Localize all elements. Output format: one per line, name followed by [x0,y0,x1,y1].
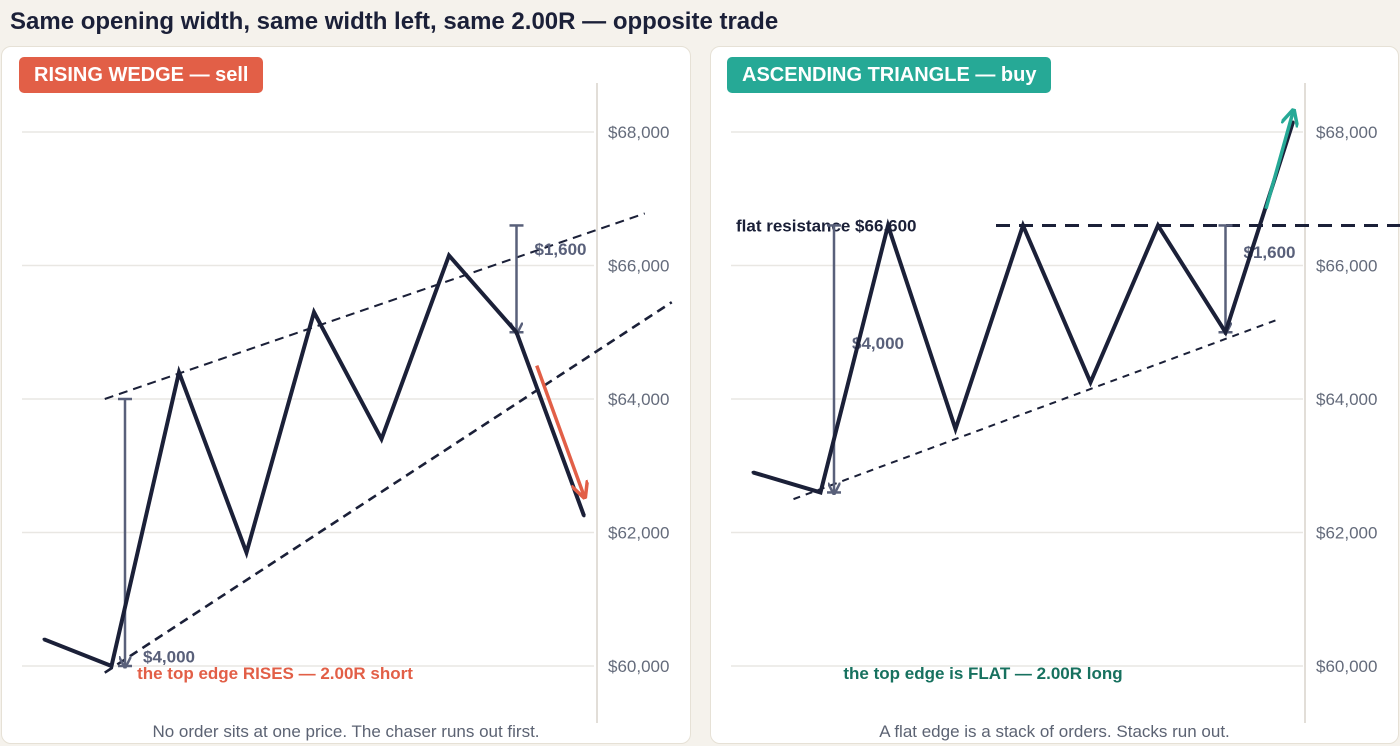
page-title: Same opening width, same width left, sam… [10,8,779,35]
y-tick-label: $66,000 [608,257,669,276]
breakout-arrow [535,365,584,496]
measure-label: $1,600 [535,240,587,259]
panel-caption: No order sits at one price. The chaser r… [152,722,540,741]
price-point [312,310,316,314]
measure-label: $4,000 [143,648,195,667]
price-point [751,470,755,474]
price-point [177,370,181,374]
price-point [447,253,451,257]
y-tick-label: $68,000 [1316,123,1377,142]
chart-annotation: the top edge is FLAT — 2.00R long [843,664,1122,683]
panel-badge-buy: ASCENDING TRIANGLE — buy [727,57,1052,93]
panel-caption: A flat edge is a stack of orders. Stacks… [879,722,1230,741]
resistance-label: flat resistance $66,600 [736,216,917,235]
panel-rising-wedge: $60,000 $62,000 $64,000 $66,000 $68,000 $4,00… [1,46,691,744]
price-point [42,637,46,641]
price-point [819,490,822,494]
price-point [1224,330,1227,334]
price-point [110,664,113,668]
y-tick-label: $64,000 [608,390,669,409]
resistance-label-bg [733,213,951,238]
y-tick-label: $60,000 [608,657,669,676]
price-point [886,223,890,227]
trendline-support [793,317,1280,501]
y-tick-label: $62,000 [608,524,669,543]
y-tick-label: $66,000 [1316,257,1377,276]
chart-annotation: the top edge RISES — 2.00R short [137,664,413,683]
measure-label: $1,600 [1244,243,1296,262]
price-point [380,437,383,441]
ascending-triangle-chart: $60,000 $62,000 $64,000 $66,000 $68,000 flat … [731,83,1400,723]
panel-badge-sell: RISING WEDGE — sell [19,57,264,93]
y-tick-label: $60,000 [1316,657,1377,676]
rising-wedge-chart: $60,000 $62,000 $64,000 $66,000 $68,000 $4,00… [22,83,673,723]
measure-label: $4,000 [852,334,904,353]
breakout-arrow [1264,112,1293,210]
price-point [582,514,586,518]
y-tick-label: $64,000 [1316,390,1377,409]
y-tick-label: $62,000 [1316,524,1377,543]
price-point [954,427,957,431]
price-point [1089,380,1092,384]
y-tick-label: $68,000 [608,123,669,142]
price-point [1156,223,1160,227]
price-point [1021,223,1025,227]
price-point [245,551,248,555]
panel-ascending-triangle: $60,000 $62,000 $64,000 $66,000 $68,000 flat … [710,46,1400,744]
trendline-lower [104,301,673,674]
price-point [515,330,518,334]
trendline-upper [104,212,646,400]
